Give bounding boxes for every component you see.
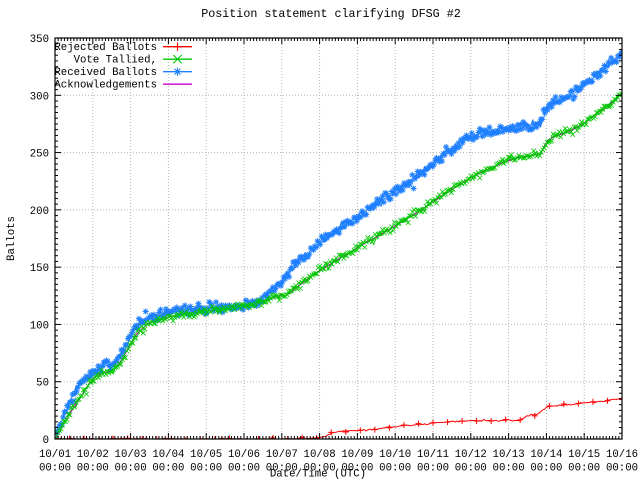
svg-text:10/15: 10/15 [568,449,600,461]
svg-text:250: 250 [30,149,49,161]
svg-text:00:00: 00:00 [190,463,222,475]
svg-text:50: 50 [36,378,49,390]
svg-text:Position statement clarifying: Position statement clarifying DFSG #2 [201,7,461,21]
svg-text:00:00: 00:00 [530,463,562,475]
svg-text:00:00: 00:00 [115,463,147,475]
svg-text:00:00: 00:00 [568,463,600,475]
svg-text:10/04: 10/04 [152,449,184,461]
svg-text:10/01: 10/01 [39,449,71,461]
svg-text:150: 150 [30,263,49,275]
svg-text:10/16: 10/16 [606,449,638,461]
svg-text:00:00: 00:00 [77,463,109,475]
svg-text:00:00: 00:00 [39,463,71,475]
svg-text:350: 350 [30,34,49,46]
svg-text:10/10: 10/10 [379,449,411,461]
svg-text:00:00: 00:00 [152,463,184,475]
svg-text:10/09: 10/09 [341,449,373,461]
svg-text:00:00: 00:00 [228,463,260,475]
svg-text:10/14: 10/14 [530,449,562,461]
svg-text:10/06: 10/06 [228,449,260,461]
svg-text:100: 100 [30,320,49,332]
svg-text:10/07: 10/07 [266,449,298,461]
svg-text:200: 200 [30,206,49,218]
svg-text:00:00: 00:00 [606,463,638,475]
svg-text:Received Ballots: Received Ballots [54,67,157,79]
svg-text:10/11: 10/11 [417,449,449,461]
svg-text:10/08: 10/08 [304,449,336,461]
svg-text:00:00: 00:00 [455,463,487,475]
svg-text:Date/Time (UTC): Date/Time (UTC) [270,469,366,481]
svg-text:00:00: 00:00 [379,463,411,475]
svg-text:300: 300 [30,91,49,103]
svg-text:10/12: 10/12 [455,449,487,461]
svg-text:Acknowledgements: Acknowledgements [54,80,157,92]
svg-text:10/03: 10/03 [115,449,147,461]
svg-text:10/13: 10/13 [493,449,525,461]
svg-text:10/02: 10/02 [77,449,109,461]
svg-text:00:00: 00:00 [493,463,525,475]
svg-text:Vote Tallied,: Vote Tallied, [74,55,157,67]
svg-text:10/05: 10/05 [190,449,222,461]
svg-text:Rejected Ballots: Rejected Ballots [54,42,157,54]
svg-text:Ballots: Ballots [6,216,18,261]
svg-text:0: 0 [43,435,49,447]
svg-text:00:00: 00:00 [417,463,449,475]
